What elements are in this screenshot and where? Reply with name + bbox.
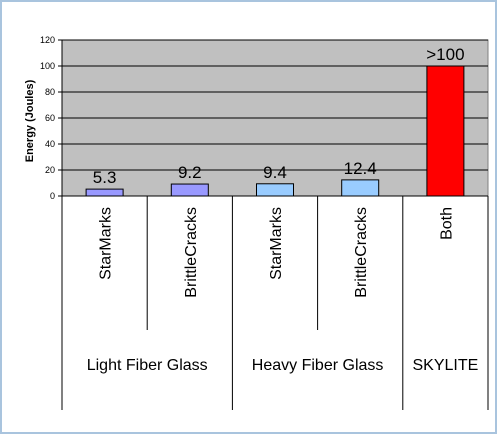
y-tick-label: 0	[50, 191, 55, 201]
data-label: >100	[426, 45, 464, 64]
gridlines	[62, 39, 488, 171]
data-label: 9.2	[178, 163, 202, 182]
y-tick-label: 80	[45, 87, 55, 97]
bar	[256, 183, 294, 197]
data-label: 12.4	[344, 159, 377, 178]
category-label: BrittleCracks	[353, 207, 370, 298]
bar	[426, 65, 465, 197]
y-tick-label: 100	[40, 61, 55, 71]
data-label: 9.4	[263, 163, 287, 182]
data-label: 5.3	[93, 168, 117, 187]
bar	[85, 188, 124, 197]
group-label: Heavy Fiber Glass	[252, 357, 384, 374]
group-label: SKYLITE	[412, 357, 478, 374]
category-label: StarMarks	[268, 207, 285, 280]
y-axis: 0 20 40 60 80 100 120	[40, 35, 63, 201]
bar	[170, 183, 209, 197]
bar	[341, 179, 380, 197]
y-axis-label: Energy (Joules)	[24, 79, 36, 162]
category-label: Both	[438, 207, 455, 240]
group-label: Light Fiber Glass	[87, 357, 208, 374]
y-tick-label: 20	[45, 165, 55, 175]
y-tick-label: 120	[40, 35, 55, 45]
category-label: StarMarks	[98, 207, 115, 280]
category-axis: StarMarks BrittleCracks StarMarks BrittleCr…	[61, 196, 489, 410]
y-tick-label: 40	[45, 139, 55, 149]
category-label: BrittleCracks	[183, 207, 200, 298]
bars: 5.3 9.2 9.4 12.4 >100	[62, 45, 488, 197]
y-tick-label: 60	[45, 113, 55, 123]
